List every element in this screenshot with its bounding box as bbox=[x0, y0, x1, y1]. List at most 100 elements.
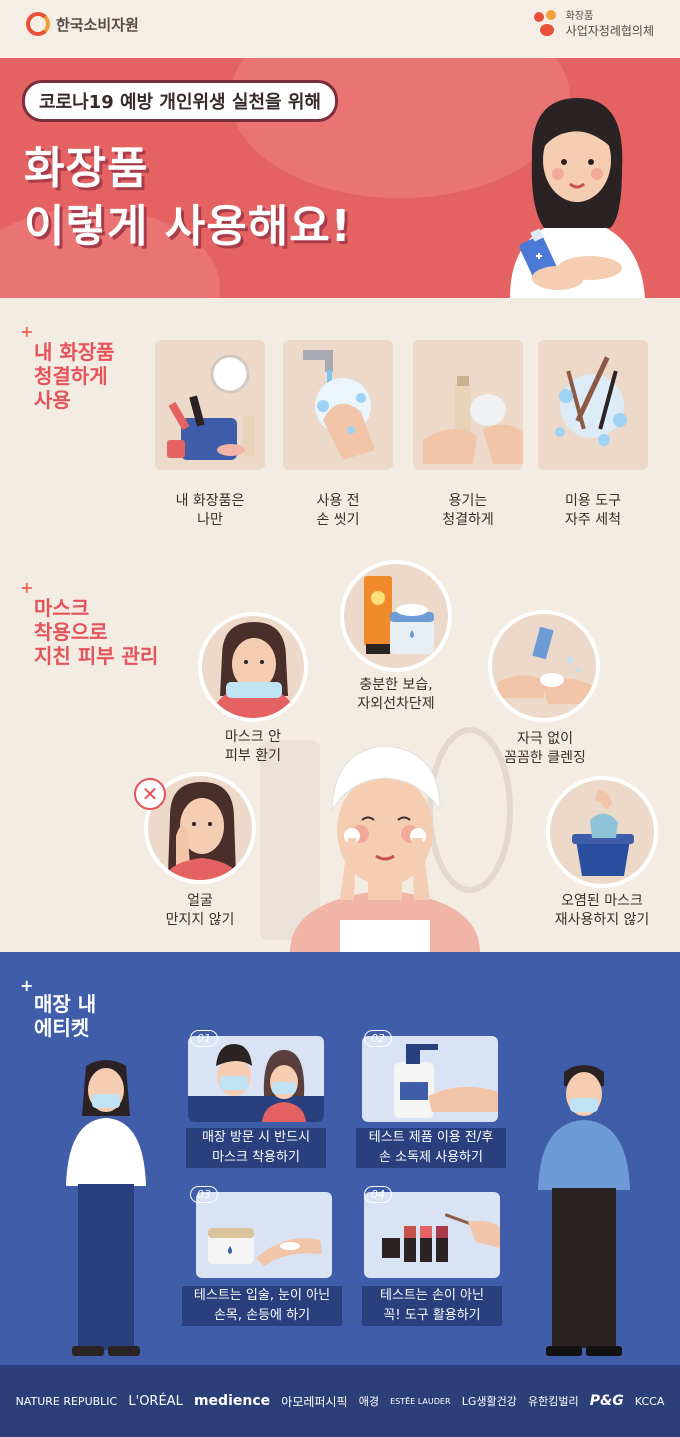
section1-title-line: 내 화장품 bbox=[34, 340, 115, 364]
logo-loreal[interactable]: L'ORÉAL bbox=[128, 1393, 183, 1409]
cleansing-icon bbox=[498, 626, 592, 704]
logo-amorepacific[interactable]: 아모레퍼시픽 bbox=[281, 1394, 348, 1409]
card-own-cosmetics bbox=[155, 340, 265, 470]
caption-wash-tools: 미용 도구 자주 세척 bbox=[533, 492, 653, 530]
caption-no-reuse: 오염된 마스크 재사용하지 않기 bbox=[527, 892, 677, 930]
etiquette-num-02: 02 bbox=[364, 1030, 392, 1047]
caption-line: 나만 bbox=[197, 512, 223, 528]
logo-yuhan-kimberly[interactable]: 유한킴벌리 bbox=[527, 1395, 579, 1408]
section3-title-line: 에티켓 bbox=[34, 1016, 90, 1040]
caption-line: 미용 도구 bbox=[565, 493, 621, 509]
caption-line: 자주 세척 bbox=[565, 512, 621, 528]
caption-line: 청결하게 bbox=[442, 512, 494, 528]
caption-mask-ventilation: 마스크 안 피부 환기 bbox=[178, 728, 328, 766]
prohibit-icon: ✕ bbox=[134, 778, 166, 810]
section2-title: 마스크 착용으로 지친 피부 관리 bbox=[34, 596, 158, 668]
circle-no-touch bbox=[144, 772, 256, 884]
section3-title-line: 매장 내 bbox=[34, 992, 97, 1016]
caption-line: 손 씻기 bbox=[316, 512, 360, 528]
circle-cleansing bbox=[488, 610, 600, 722]
council-logo-icon bbox=[533, 10, 560, 38]
caption-line: 만지지 않기 bbox=[165, 912, 235, 928]
etiquette-card-01 bbox=[188, 1036, 324, 1122]
card-wash-tools bbox=[538, 340, 648, 470]
caption-no-touch: 얼굴 만지지 않기 bbox=[125, 892, 275, 930]
no-touch-woman-icon bbox=[164, 782, 240, 880]
caption-line: 재사용하지 않기 bbox=[554, 912, 650, 928]
skincare-woman-illustration bbox=[260, 727, 513, 952]
caption-line: 얼굴 bbox=[187, 893, 213, 909]
hero-title: 화장품 이렇게 사용해요! bbox=[24, 140, 352, 256]
kca-logo-icon bbox=[26, 12, 50, 36]
etiquette-num-04: 04 bbox=[364, 1186, 392, 1203]
logo-pg[interactable]: P&G bbox=[589, 1393, 624, 1409]
circle-mask-ventilation bbox=[198, 612, 308, 722]
trash-bin-icon bbox=[572, 790, 634, 876]
hero-title-line1: 화장품 bbox=[24, 143, 149, 194]
logo-kcca[interactable]: KCCA bbox=[634, 1394, 665, 1408]
container-clean-icon bbox=[423, 376, 523, 464]
caption-own-cosmetics: 내 화장품은 나만 bbox=[150, 492, 270, 530]
caption-wear-mask: 매장 방문 시 반드시 마스크 착용하기 bbox=[186, 1128, 326, 1168]
plus-icon: + bbox=[20, 578, 34, 597]
staff-woman-illustration bbox=[66, 1060, 146, 1356]
section2-title-line: 지친 피부 관리 bbox=[34, 644, 159, 668]
woman-sanitizer-illustration bbox=[510, 98, 645, 298]
caption-line: 테스트는 손이 아닌 bbox=[380, 1288, 484, 1303]
logo-nature-republic[interactable]: NATURE REPUBLIC bbox=[15, 1394, 118, 1408]
caption-line: 자극 없이 bbox=[517, 731, 573, 747]
logo-aekyung[interactable]: 애경 bbox=[358, 1395, 379, 1408]
caption-sanitize: 테스트 제품 이용 전/후 손 소독제 사용하기 bbox=[356, 1128, 506, 1168]
caption-line: 충분한 보습, bbox=[359, 677, 433, 693]
sponsor-logos: NATURE REPUBLIC L'ORÉAL medience 아모레퍼시픽 … bbox=[0, 1365, 680, 1437]
cosmetics-pouch-icon bbox=[167, 354, 255, 460]
caption-cleansing: 자극 없이 꼼꼼한 클렌징 bbox=[470, 730, 620, 768]
caption-clean-container: 용기는 청결하게 bbox=[408, 492, 528, 530]
hero-tag: 코로나19 예방 개인위생 실천을 위해 bbox=[22, 80, 338, 122]
section1-title-line: 청결하게 bbox=[34, 364, 108, 388]
caption-use-tool: 테스트는 손이 아닌 꼭! 도구 활용하기 bbox=[362, 1286, 502, 1326]
caption-wash-hands: 사용 전 손 씻기 bbox=[278, 492, 398, 530]
caption-line: 피부 환기 bbox=[225, 748, 281, 764]
caption-line: 오염된 마스크 bbox=[561, 893, 643, 909]
etiquette-card-04 bbox=[364, 1192, 500, 1278]
hand-sanitizer-icon bbox=[394, 1044, 498, 1118]
council-logo[interactable]: 화장품 사업자정례협의체 bbox=[533, 10, 654, 38]
hero-banner: 코로나19 예방 개인위생 실천을 위해 화장품 이렇게 사용해요! bbox=[0, 58, 680, 298]
makeup-brush-icon bbox=[555, 356, 627, 446]
lipstick-tool-icon bbox=[382, 1213, 500, 1262]
caption-line: 마스크 착용하기 bbox=[212, 1150, 300, 1165]
section2-title-line: 착용으로 bbox=[34, 620, 108, 644]
etiquette-num-01: 01 bbox=[190, 1030, 218, 1047]
section1-title: 내 화장품 청결하게 사용 bbox=[34, 340, 115, 412]
caption-line: 손목, 손등에 하기 bbox=[213, 1308, 311, 1323]
caption-line: 꼼꼼한 클렌징 bbox=[504, 750, 586, 766]
kca-logo[interactable]: 한국소비자원 bbox=[26, 12, 139, 36]
section3-title: 매장 내 에티켓 bbox=[34, 992, 96, 1040]
logo-lg-hh[interactable]: LG생활건강 bbox=[461, 1395, 517, 1408]
plus-icon: + bbox=[20, 976, 34, 995]
caption-line: 꼭! 도구 활용하기 bbox=[383, 1308, 481, 1323]
council-logo-text: 사업자정례협의체 bbox=[565, 24, 654, 38]
mask-woman-icon bbox=[212, 622, 296, 718]
staff-man-illustration bbox=[538, 1065, 630, 1356]
sunscreen-icon bbox=[364, 576, 434, 654]
section2-title-line: 마스크 bbox=[34, 596, 90, 620]
logo-estee-lauder[interactable]: ESTĒE LAUDER bbox=[390, 1396, 451, 1406]
council-logo-small: 화장품 bbox=[565, 11, 594, 22]
caption-line: 테스트는 입술, 눈이 아닌 bbox=[193, 1288, 331, 1303]
etiquette-section: + 매장 내 에티켓 01 bbox=[0, 952, 680, 1365]
caption-line: 마스크 안 bbox=[225, 729, 281, 745]
caption-line: 매장 방문 시 반드시 bbox=[201, 1130, 311, 1145]
caption-moisturize: 충분한 보습, 자외선차단제 bbox=[321, 676, 471, 714]
logo-medience[interactable]: medience bbox=[193, 1393, 271, 1409]
hero-title-line2: 이렇게 사용해요! bbox=[24, 201, 352, 252]
section1-title-line: 사용 bbox=[34, 388, 71, 412]
caption-line: 테스트 제품 이용 전/후 bbox=[368, 1130, 494, 1145]
etiquette-card-02 bbox=[362, 1036, 498, 1122]
caption-line: 자외선차단제 bbox=[357, 696, 435, 712]
circle-moisturize bbox=[340, 560, 452, 672]
caption-line: 내 화장품은 bbox=[175, 493, 245, 509]
caption-test-wrist: 테스트는 입술, 눈이 아닌 손목, 손등에 하기 bbox=[182, 1286, 342, 1326]
hand-wash-icon bbox=[303, 350, 375, 460]
